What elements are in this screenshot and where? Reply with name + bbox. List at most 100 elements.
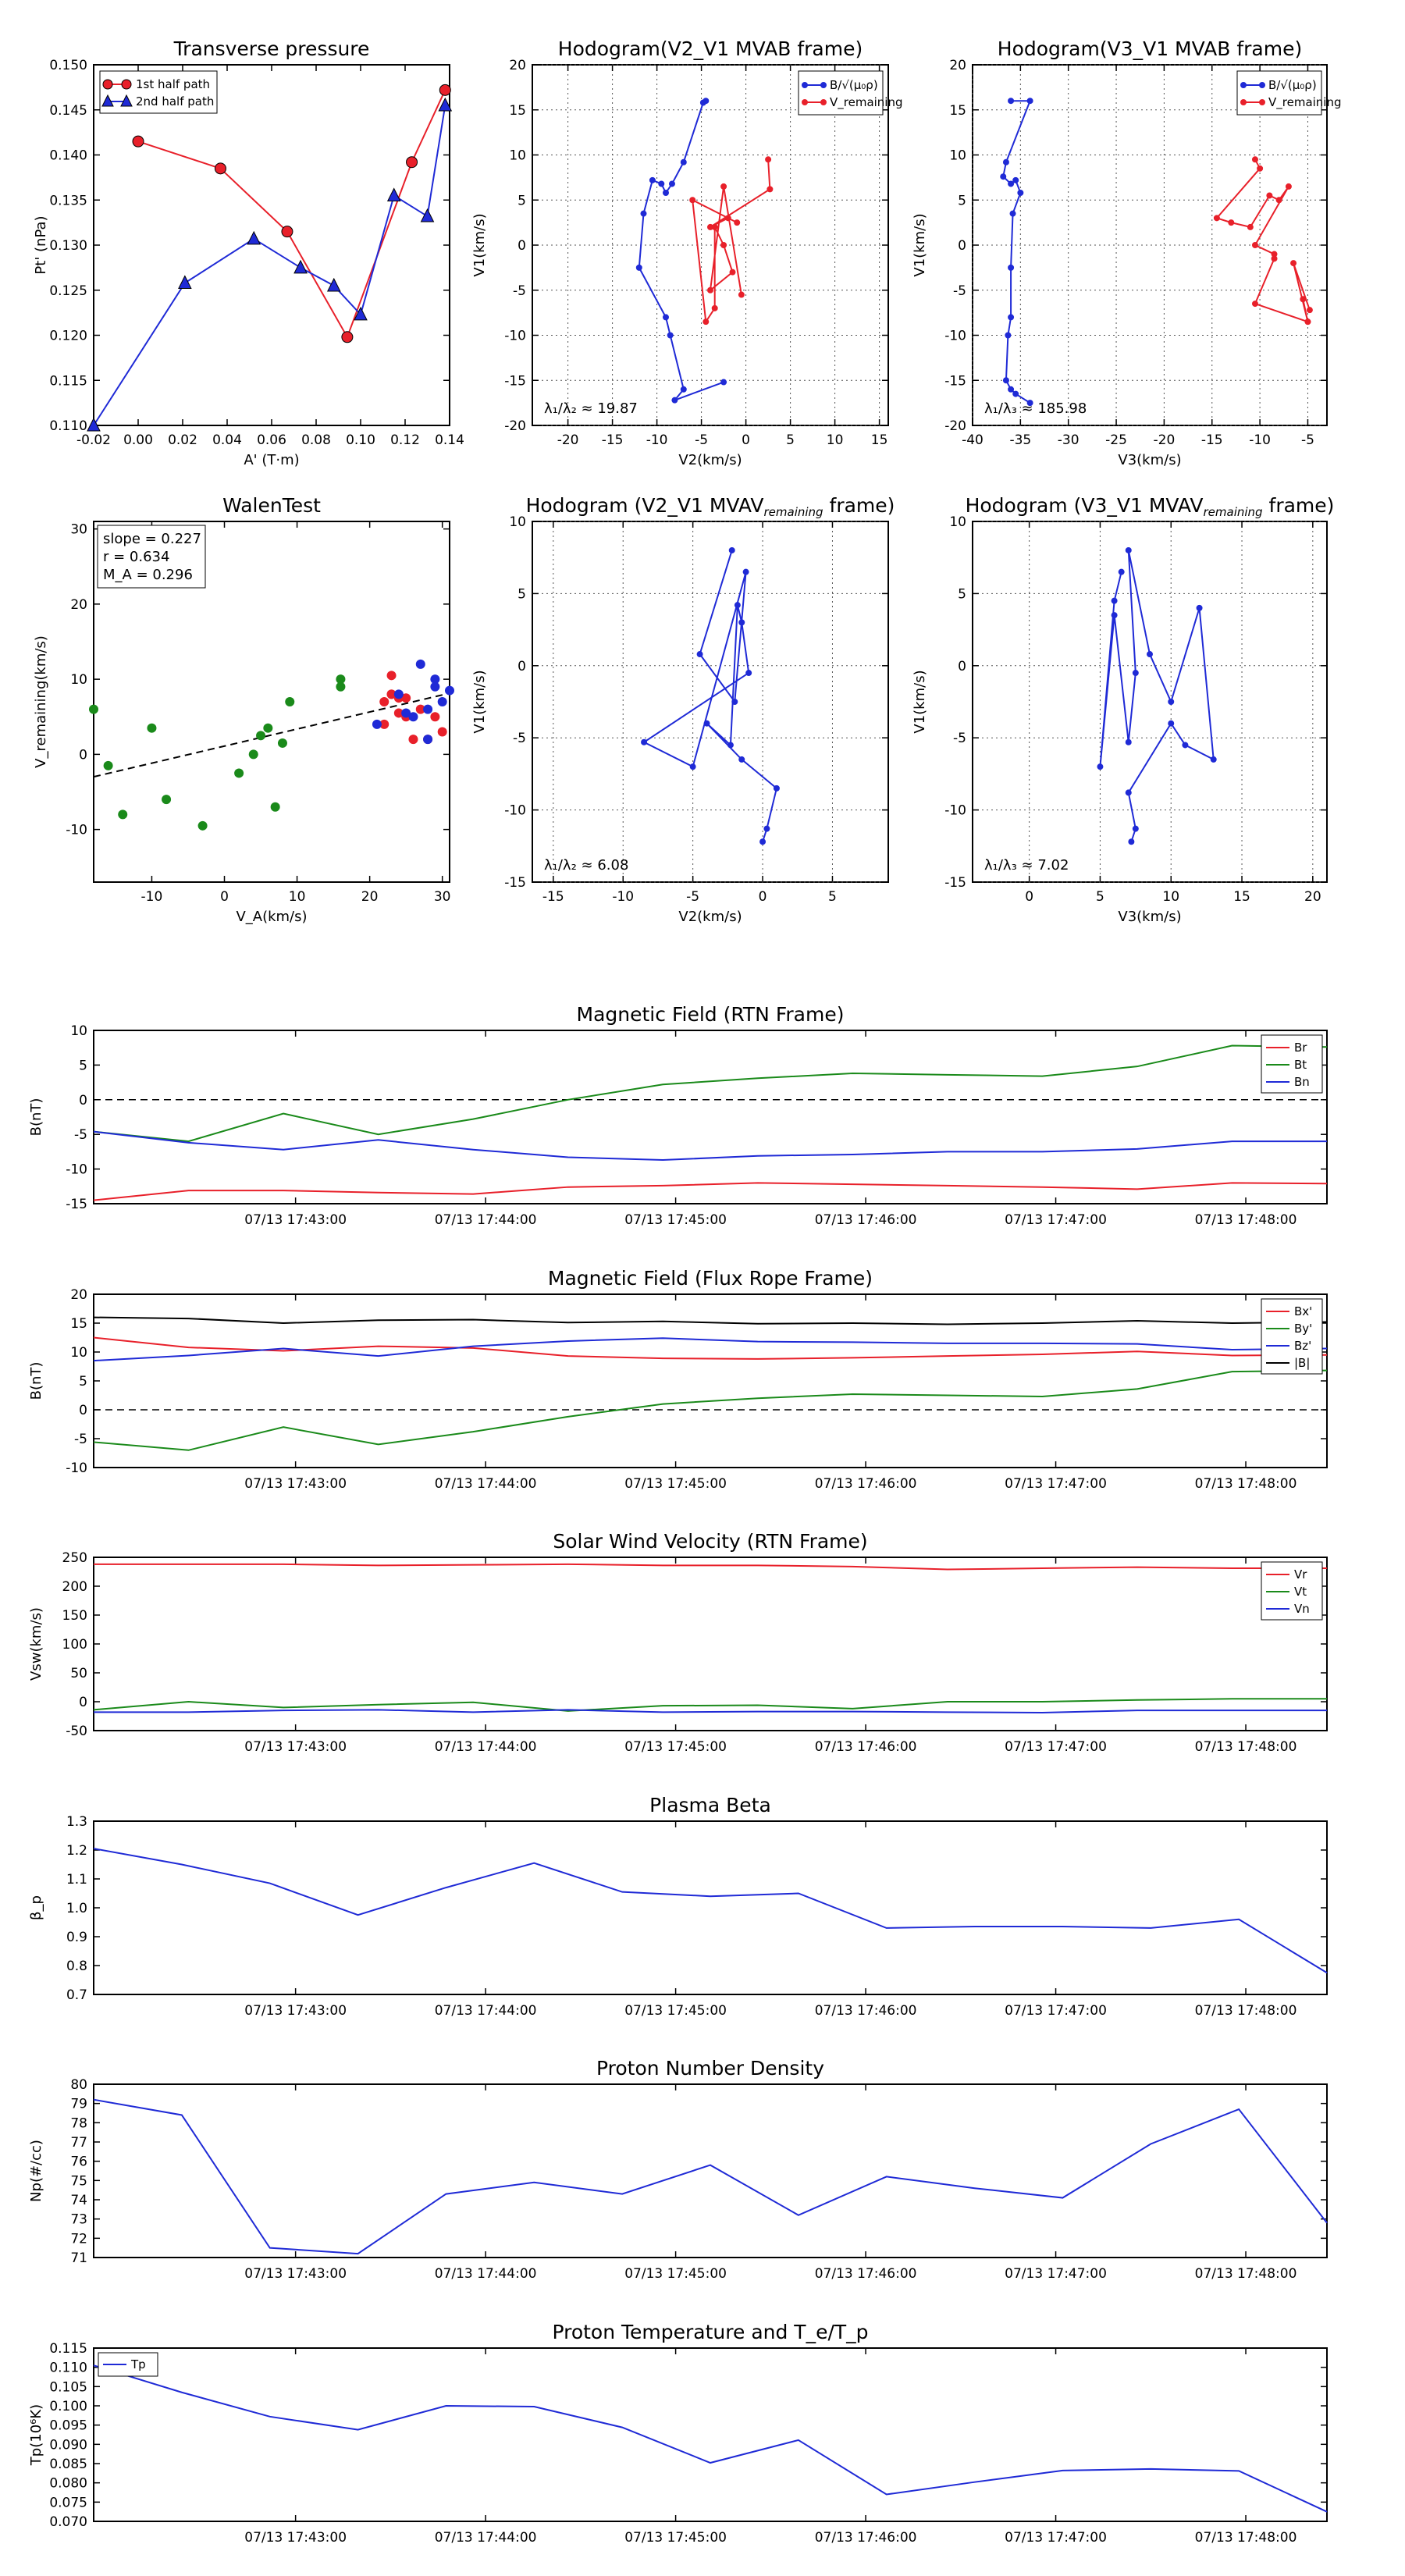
chart-title: Proton Temperature and T_e/T_p — [552, 2321, 868, 2343]
plot-frame — [93, 64, 450, 426]
data-point — [120, 94, 133, 107]
data-point — [293, 259, 308, 274]
legend-label: Bx' — [1294, 1304, 1312, 1318]
plot-frame — [93, 1820, 1328, 1995]
data-point — [1275, 197, 1282, 204]
y-tick-label: 0.100 — [49, 2399, 87, 2414]
data-point — [1125, 738, 1132, 745]
plot-frame — [93, 1030, 1328, 1204]
series-line-Bt — [93, 1044, 1328, 1143]
y-tick-label: 30 — [70, 522, 87, 538]
y-tick-label: 0.120 — [49, 329, 87, 344]
series-line-Vr — [94, 1563, 1327, 1571]
data-point — [1000, 173, 1007, 180]
data-point — [415, 659, 425, 669]
data-point — [197, 820, 208, 831]
y-axis-label: B(nT) — [28, 1362, 44, 1400]
y-axis-label: B(nT) — [28, 1098, 44, 1137]
data-point — [724, 215, 731, 222]
x-tick-label: 5 — [1096, 889, 1104, 905]
legend-label: |B| — [1294, 1356, 1310, 1370]
series-line — [692, 159, 771, 325]
x-tick-label: -15 — [1201, 432, 1223, 448]
series-line-By' — [93, 1369, 1328, 1451]
plot-frame — [93, 2347, 1328, 2522]
data-point — [699, 99, 706, 106]
data-point — [738, 291, 745, 298]
data-point — [759, 838, 767, 845]
x-axis-label: V_A(km/s) — [236, 909, 307, 925]
data-point — [1132, 670, 1139, 677]
x-tick-label: 0.10 — [346, 432, 375, 448]
chart-title: Proton Number Density — [596, 2057, 824, 2080]
y-tick-label: -20 — [944, 418, 966, 434]
x-tick-label: 07/13 17:46:00 — [815, 1476, 917, 1492]
series-line-Bn — [93, 1130, 1327, 1162]
y-tick-label: 80 — [70, 2077, 87, 2093]
y-tick-label: -5 — [74, 1127, 87, 1143]
data-point — [1111, 597, 1118, 604]
y-tick-label: -5 — [74, 1432, 87, 1447]
y-tick-label: 10 — [949, 148, 966, 164]
y-tick-label: 0.8 — [66, 1959, 87, 1974]
y-tick-label: 5 — [958, 586, 966, 602]
data-point — [401, 693, 411, 703]
y-tick-label: 0.110 — [49, 2361, 87, 2376]
data-point — [1026, 400, 1033, 407]
data-point — [118, 809, 128, 820]
y-tick-label: 0.110 — [49, 418, 87, 434]
data-point — [214, 162, 226, 175]
y-tick-label: -15 — [944, 875, 966, 891]
x-tick-label: -20 — [1154, 432, 1176, 448]
data-point — [640, 210, 647, 217]
x-tick-label: 07/13 17:47:00 — [1005, 2003, 1107, 2019]
data-point — [703, 720, 710, 727]
chart-title: Magnetic Field (Flux Rope Frame) — [548, 1267, 873, 1290]
x-tick-label: 07/13 17:43:00 — [244, 2530, 347, 2546]
data-point — [663, 314, 669, 321]
chart-title: Solar Wind Velocity (RTN Frame) — [553, 1530, 867, 1553]
x-tick-label: -15 — [542, 889, 564, 905]
data-point — [1182, 742, 1189, 749]
legend-label: Vn — [1294, 1602, 1310, 1616]
data-point — [1125, 789, 1132, 796]
y-tick-label: 0 — [79, 1403, 87, 1418]
data-point — [1251, 156, 1258, 163]
data-point — [731, 699, 738, 705]
chart-mag_rtn: Magnetic Field (RTN Frame) 07/13 17:43:00… — [28, 1003, 1328, 1228]
x-tick-label: 07/13 17:45:00 — [624, 1476, 727, 1492]
x-tick-label: 07/13 17:48:00 — [1195, 1476, 1297, 1492]
data-point — [406, 156, 418, 169]
data-point — [1290, 260, 1297, 267]
chart-np: Proton Number Density 07/13 17:43:00 07/13… — [28, 2057, 1328, 2282]
series-line — [642, 550, 778, 842]
series-line-Bz' — [93, 1337, 1328, 1362]
y-tick-label: -15 — [504, 373, 526, 389]
x-tick-label: 07/13 17:47:00 — [1005, 1476, 1107, 1492]
chart-mag_fr: Magnetic Field (Flux Rope Frame) 07/13 17… — [28, 1267, 1328, 1492]
x-tick-label: 10 — [1162, 889, 1179, 905]
legend-label: Bz' — [1294, 1339, 1311, 1353]
data-point — [87, 417, 101, 432]
x-tick-label: 07/13 17:48:00 — [1195, 2003, 1297, 2019]
data-point — [765, 156, 772, 163]
data-point — [1008, 98, 1015, 105]
data-point — [1097, 763, 1104, 770]
chart-h3: Hodogram (V2_V1 MVAVremaining frame)-15-… — [471, 494, 895, 925]
plot-frame — [93, 1557, 1328, 1731]
data-point — [802, 82, 808, 88]
x-tick-label: 07/13 17:43:00 — [244, 2003, 347, 2019]
chart-title: Hodogram(V2_V1 MVAB frame) — [558, 37, 863, 60]
series-line-Tp — [93, 2364, 1328, 2513]
series-line — [137, 89, 446, 340]
data-point — [1196, 604, 1203, 611]
y-tick-label: -5 — [953, 283, 966, 299]
series-line — [1099, 550, 1215, 842]
y-tick-label: 20 — [509, 58, 526, 73]
y-tick-label: 0.135 — [49, 193, 87, 208]
y-tick-label: 15 — [949, 103, 966, 119]
y-tick-label: 0.080 — [49, 2476, 87, 2492]
x-tick-label: -40 — [962, 432, 984, 448]
data-point — [671, 397, 678, 404]
data-point — [379, 719, 389, 729]
